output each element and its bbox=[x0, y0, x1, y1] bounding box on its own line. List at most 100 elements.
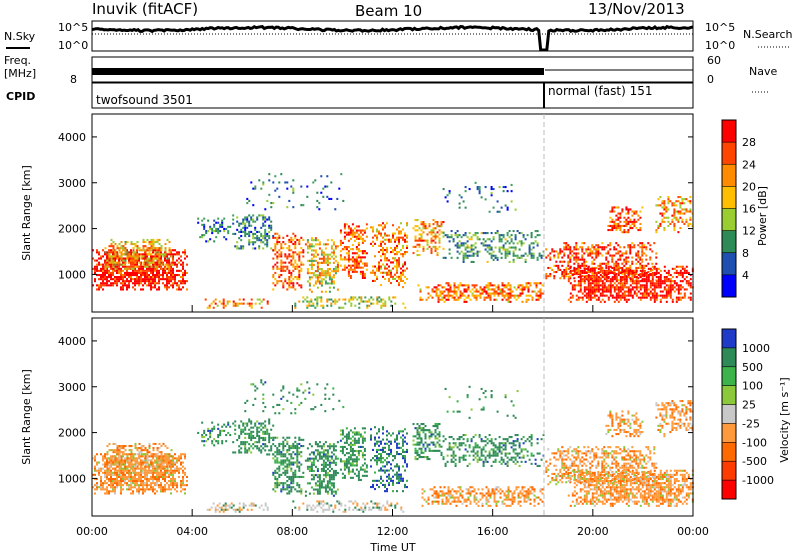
echo-cell bbox=[172, 480, 174, 483]
echo-cell bbox=[128, 261, 130, 264]
echo-cell bbox=[396, 275, 398, 278]
echo-cell bbox=[443, 290, 446, 293]
echo-cell bbox=[154, 465, 157, 468]
echo-cell bbox=[254, 302, 257, 305]
echo-cell bbox=[575, 248, 578, 251]
echo-cell bbox=[160, 267, 163, 270]
echo-cell bbox=[563, 252, 566, 255]
echo-cell bbox=[264, 443, 267, 446]
echo-cell bbox=[655, 256, 658, 259]
echo-cell bbox=[158, 480, 160, 483]
echo-cell bbox=[106, 453, 109, 456]
echo-cell bbox=[310, 243, 313, 246]
echo-cell bbox=[322, 251, 325, 254]
echo-cell bbox=[290, 271, 293, 274]
echo-cell bbox=[124, 243, 127, 246]
echo-cell bbox=[172, 459, 174, 462]
echo-cell bbox=[98, 288, 100, 291]
echo-cell bbox=[579, 266, 582, 269]
echo-cell bbox=[252, 218, 255, 221]
echo-cell bbox=[150, 249, 153, 252]
echo-cell bbox=[310, 257, 313, 260]
echo-cell bbox=[172, 249, 174, 252]
echo-cell bbox=[396, 244, 398, 247]
echo-cell bbox=[394, 232, 396, 235]
echo-cell bbox=[406, 222, 408, 225]
echo-cell bbox=[645, 284, 648, 287]
echo-cell bbox=[613, 220, 616, 223]
echo-cell bbox=[601, 266, 604, 269]
echo-cell bbox=[218, 300, 221, 303]
echo-cell bbox=[585, 276, 588, 279]
echo-cell bbox=[106, 267, 108, 270]
echo-cell bbox=[675, 296, 678, 299]
echo-cell bbox=[326, 263, 329, 266]
echo-cell bbox=[579, 286, 582, 289]
echo-cell bbox=[217, 221, 220, 224]
echo-cell bbox=[645, 248, 648, 251]
echo-cell bbox=[116, 253, 119, 256]
echo-cell bbox=[645, 276, 648, 279]
echo-cell bbox=[347, 270, 350, 273]
echo-cell bbox=[679, 216, 682, 219]
echo-cell bbox=[432, 231, 435, 234]
echo-cell bbox=[355, 252, 358, 255]
echo-cell bbox=[535, 294, 538, 297]
echo-cell bbox=[512, 242, 515, 245]
echo-cell bbox=[418, 237, 421, 240]
echo-cell bbox=[368, 304, 371, 307]
echo-cell bbox=[172, 267, 174, 270]
echo-cell bbox=[106, 278, 108, 281]
echo-cell bbox=[442, 221, 445, 224]
echo-cell bbox=[434, 241, 437, 244]
echo-cell bbox=[201, 440, 204, 443]
echo-cell bbox=[154, 475, 156, 478]
echo-cell bbox=[334, 265, 337, 268]
echo-cell bbox=[92, 249, 94, 252]
echo-cell bbox=[138, 253, 140, 256]
echo-cell bbox=[447, 290, 450, 293]
echo-cell bbox=[516, 254, 519, 257]
echo-cell bbox=[484, 186, 487, 189]
echo-cell bbox=[347, 264, 350, 267]
echo-cell bbox=[174, 278, 176, 281]
echo-cell bbox=[384, 226, 386, 229]
echo-cell bbox=[254, 185, 257, 188]
echo-cell bbox=[120, 286, 122, 289]
echo-cell bbox=[258, 449, 261, 452]
echo-cell bbox=[349, 274, 352, 277]
echo-cell bbox=[591, 250, 594, 253]
echo-cell bbox=[494, 232, 497, 235]
echo-cell bbox=[611, 210, 614, 213]
echo-cell bbox=[483, 288, 486, 291]
echo-cell bbox=[134, 257, 137, 260]
echo-cell bbox=[506, 252, 509, 255]
echo-cell bbox=[465, 300, 468, 303]
echo-cell bbox=[545, 256, 548, 259]
echo-cell bbox=[286, 265, 289, 268]
echo-cell bbox=[168, 241, 171, 244]
echo-cell bbox=[619, 250, 622, 253]
echo-cell bbox=[244, 441, 247, 444]
echo-cell bbox=[108, 265, 110, 268]
echo-cell bbox=[361, 272, 364, 275]
echo-cell bbox=[631, 273, 634, 276]
echo-cell bbox=[298, 238, 301, 241]
echo-cell bbox=[114, 488, 116, 491]
echo-cell bbox=[130, 482, 132, 485]
echo-cell bbox=[288, 286, 291, 289]
echo-cell bbox=[162, 490, 164, 493]
echo-cell bbox=[158, 461, 161, 464]
echo-cell bbox=[483, 298, 486, 301]
echo-cell bbox=[324, 185, 327, 188]
echo-cell bbox=[633, 276, 636, 279]
echo-cell bbox=[400, 279, 402, 282]
echo-cell bbox=[168, 249, 171, 252]
echo-cell bbox=[504, 186, 507, 189]
echo-cell bbox=[388, 296, 391, 299]
echo-cell bbox=[605, 286, 608, 289]
echo-cell bbox=[116, 269, 118, 272]
echo-cell bbox=[300, 261, 303, 264]
echo-cell bbox=[611, 254, 614, 257]
echo-cell bbox=[583, 262, 586, 265]
